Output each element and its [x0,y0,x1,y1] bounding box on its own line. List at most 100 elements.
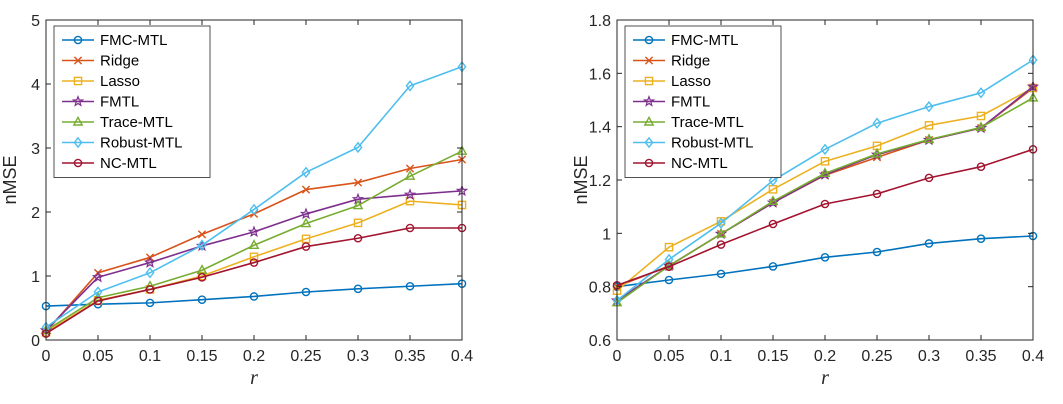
legend-label: Trace-MTL [671,114,744,131]
series-line [45,282,463,307]
legend-label: Lasso [671,73,711,90]
legend-label: Trace-MTL [100,114,173,131]
legend-entry: Lasso [62,73,140,90]
data-point [405,164,415,173]
legend-entry: Ridge [62,53,139,70]
legend-marker [72,115,84,126]
legend-label: Robust-MTL [671,135,754,152]
chart-2: 0 0.05 0.1 0.15 0.2 0.25 0.3 0.35 0.4 0.6 0.8 1 1.2 1… [571,13,1044,389]
data-point [145,285,155,294]
data-point [871,147,883,158]
y-tick-label: 3 [31,141,40,158]
legend-marker [644,158,654,168]
legend-entry: FMC-MTL [62,32,168,49]
data-point [976,111,986,121]
series-line [45,150,463,332]
data-point [249,252,259,262]
legend-marker [73,56,83,65]
data-point [716,269,726,279]
x-tick-label: 0.05 [82,348,113,365]
data-point [145,267,155,279]
legend-marker [642,94,656,107]
data-point [300,217,312,228]
legend-marker [644,35,654,45]
legend-label: FMTL [100,94,139,111]
x-tick-label: 0 [613,348,622,365]
x-tick-label: 0.4 [1022,348,1044,365]
data-point [768,219,778,229]
y-tick-label: 4 [31,77,40,94]
data-point [976,162,986,171]
legend-label: FMC-MTL [100,32,168,49]
data-point [93,286,103,298]
data-point [405,196,415,206]
x-tick-label: 0.3 [918,348,940,365]
data-point [664,262,674,271]
x-tick-label: 0.35 [965,348,996,365]
series-line [45,227,462,335]
legend-marker [73,158,83,168]
data-point [872,117,882,129]
series-nc-mtl [41,223,467,338]
data-point [353,233,363,243]
legend-entry: Trace-MTL [62,114,173,131]
legend: FMC-MTL Ridge Lasso FMTL Trace-MTL Robust-MTL… [53,25,211,178]
data-point [924,121,934,130]
data-point [247,225,261,238]
data-point [353,218,363,228]
data-point [872,247,882,257]
data-point [403,188,417,200]
data-point [249,203,259,216]
chart-1: 0 0.05 0.1 0.15 0.2 0.25 0.3 0.35 0.4 0 1 2 3 4 5 r nMSE… [0,13,473,389]
data-point [249,258,259,267]
y-tick-label: 1.6 [589,66,611,83]
legend-label: Robust-MTL [100,135,183,152]
legend-marker [643,115,655,126]
data-point [820,199,830,209]
legend-entry: Robust-MTL [633,135,754,152]
legend-entry: Robust-MTL [62,135,183,152]
series-fmc-mtl [612,231,1038,291]
y-tick-label: 5 [31,13,40,30]
data-point [405,80,415,92]
data-point [819,167,831,178]
x-tick-label: 0.3 [347,348,369,365]
y-tick-label: 0.6 [589,333,611,350]
data-point [715,227,727,238]
data-point [353,178,363,187]
x-tick-label: 0 [42,348,51,365]
series-robust-mtl [41,60,467,333]
data-point [716,217,726,229]
data-point [301,185,311,194]
y-tick-label: 1 [602,226,611,243]
data-point [301,166,311,179]
series-line [45,190,463,331]
data-point [924,173,934,183]
data-point [664,253,674,266]
data-point [767,195,779,206]
legend-entry: FMTL [633,94,710,111]
y-tick-label: 1.8 [589,13,611,30]
series-line [616,87,1034,292]
x-tick-label: 0.1 [139,348,161,365]
x-tick-label: 0.35 [394,348,425,365]
y-axis-label: nMSE [0,155,20,204]
data-point [301,242,311,251]
x-axis-label: r [250,367,258,389]
data-point [820,157,830,166]
x-tick-label: 0.1 [710,348,732,365]
x-tick-label: 0.2 [243,348,265,365]
legend-label: Ridge [671,53,710,70]
x-axis-label: r [821,367,829,389]
data-point [249,292,259,301]
data-point [405,223,415,233]
legend-label: NC-MTL [100,155,157,172]
x-tick-label: 0.4 [451,348,473,365]
data-point [93,296,103,306]
legend-entry: Lasso [633,73,711,90]
series-line [616,235,1034,288]
data-point [197,272,207,282]
legend-marker [73,136,83,149]
data-point [352,199,364,210]
